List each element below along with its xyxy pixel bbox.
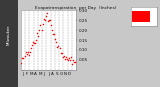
Point [21,57,24,58]
Point [26,51,29,53]
Point [33,42,35,44]
Point [28,51,31,52]
Point [25,53,28,54]
Point [22,58,25,59]
Point [49,20,51,21]
Point [56,46,59,48]
Point [55,41,58,43]
Point [54,38,57,40]
Point [71,63,74,65]
Point [64,58,66,60]
Point [58,47,61,49]
Point [35,39,37,40]
Point [28,54,30,56]
Point [69,60,72,61]
Point [73,62,76,63]
Point [34,42,36,44]
Point [70,56,72,58]
Point [41,23,44,24]
Point [68,58,70,59]
Point [38,30,41,31]
Point [31,44,33,45]
Point [32,41,34,43]
Point [61,57,64,58]
Point [63,55,65,57]
Point [36,32,39,34]
Point [30,47,32,49]
Point [50,24,52,26]
Point [57,45,60,46]
Point [39,24,42,26]
Point [23,56,26,57]
Point [42,18,45,20]
Bar [132,11,150,22]
Point [24,52,27,53]
Point [52,33,54,35]
Point [51,30,53,31]
Point [72,59,75,61]
Point [65,56,67,57]
Point [47,20,49,22]
Point [59,52,62,54]
Point [60,53,63,54]
Point [53,33,56,35]
Point [37,35,40,37]
Point [44,15,47,17]
Text: Evapotranspiration  per Day  (Inches): Evapotranspiration per Day (Inches) [35,6,116,10]
Point [20,62,23,63]
Point [43,20,46,21]
Point [74,62,77,63]
Text: Milwaukee: Milwaukee [7,25,11,45]
Point [66,58,68,59]
Point [46,13,48,14]
Point [40,29,43,30]
Point [48,19,50,21]
Point [67,59,69,61]
